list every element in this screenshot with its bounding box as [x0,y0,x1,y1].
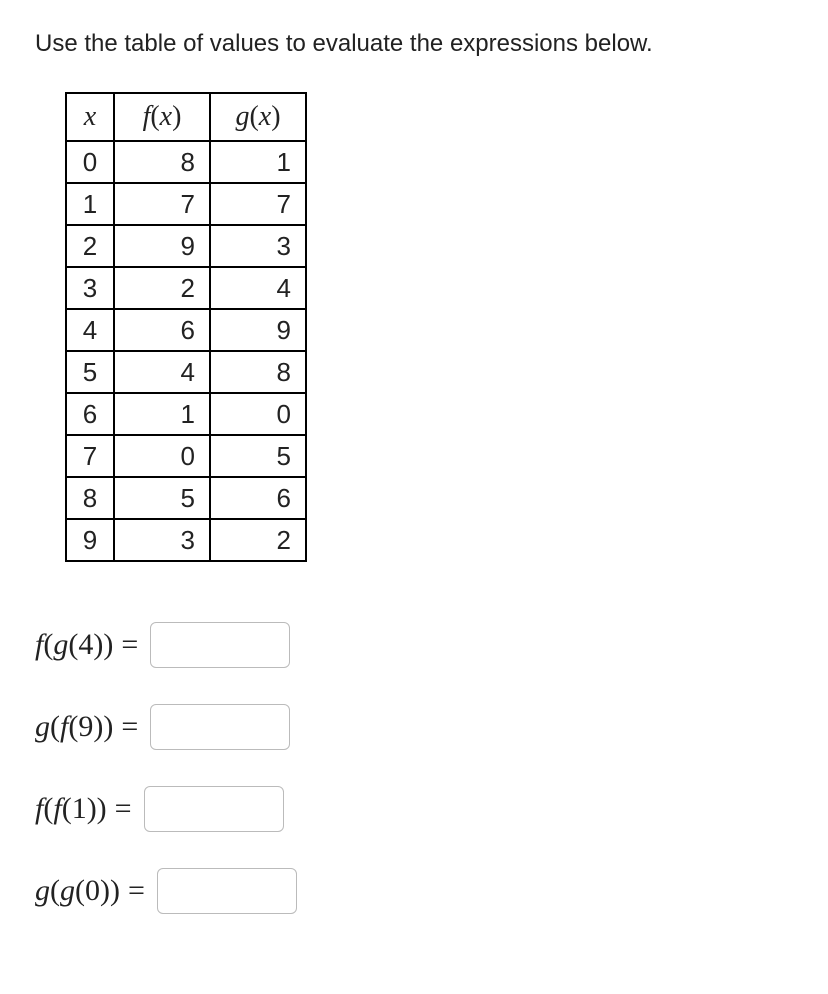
answer-input-2[interactable] [150,704,290,750]
expressions-list: f(g(4))= g(f(9))= f(f(1))= g(g(0))= [35,622,798,914]
cell-g: 9 [210,309,306,351]
cell-g: 1 [210,141,306,183]
cell-g: 0 [210,393,306,435]
answer-input-4[interactable] [157,868,297,914]
cell-x: 5 [66,351,114,393]
col-header-fx: f(x) [114,93,210,141]
instruction-text: Use the table of values to evaluate the … [35,30,798,58]
cell-f: 5 [114,477,210,519]
cell-x: 7 [66,435,114,477]
table-row: 293 [66,225,306,267]
table-row: 932 [66,519,306,561]
cell-x: 0 [66,141,114,183]
expression-label: g(g(0))= [35,874,151,908]
cell-f: 9 [114,225,210,267]
cell-g: 4 [210,267,306,309]
answer-input-1[interactable] [150,622,290,668]
cell-x: 2 [66,225,114,267]
cell-f: 7 [114,183,210,225]
expression-label: f(g(4))= [35,628,144,662]
cell-x: 9 [66,519,114,561]
table-body: 081 177 293 324 469 548 610 705 856 932 [66,141,306,561]
cell-f: 2 [114,267,210,309]
cell-g: 5 [210,435,306,477]
answer-input-3[interactable] [144,786,284,832]
cell-f: 4 [114,351,210,393]
cell-f: 1 [114,393,210,435]
cell-f: 6 [114,309,210,351]
cell-f: 3 [114,519,210,561]
cell-x: 4 [66,309,114,351]
expression-row: g(f(9))= [35,704,798,750]
cell-x: 8 [66,477,114,519]
table-row: 705 [66,435,306,477]
cell-f: 0 [114,435,210,477]
expression-row: f(g(4))= [35,622,798,668]
cell-g: 2 [210,519,306,561]
cell-x: 3 [66,267,114,309]
expression-row: f(f(1))= [35,786,798,832]
table-row: 081 [66,141,306,183]
cell-x: 6 [66,393,114,435]
table-row: 856 [66,477,306,519]
table-row: 469 [66,309,306,351]
expression-row: g(g(0))= [35,868,798,914]
table-header-row: x f(x) g(x) [66,93,306,141]
table-row: 177 [66,183,306,225]
expression-label: g(f(9))= [35,710,144,744]
col-header-x: x [66,93,114,141]
values-table-container: x f(x) g(x) 081 177 293 324 469 548 610 … [65,92,798,562]
cell-g: 3 [210,225,306,267]
cell-f: 8 [114,141,210,183]
cell-x: 1 [66,183,114,225]
col-header-gx: g(x) [210,93,306,141]
cell-g: 7 [210,183,306,225]
table-row: 548 [66,351,306,393]
table-row: 324 [66,267,306,309]
table-row: 610 [66,393,306,435]
values-table: x f(x) g(x) 081 177 293 324 469 548 610 … [65,92,307,562]
expression-label: f(f(1))= [35,792,138,826]
cell-g: 6 [210,477,306,519]
cell-g: 8 [210,351,306,393]
